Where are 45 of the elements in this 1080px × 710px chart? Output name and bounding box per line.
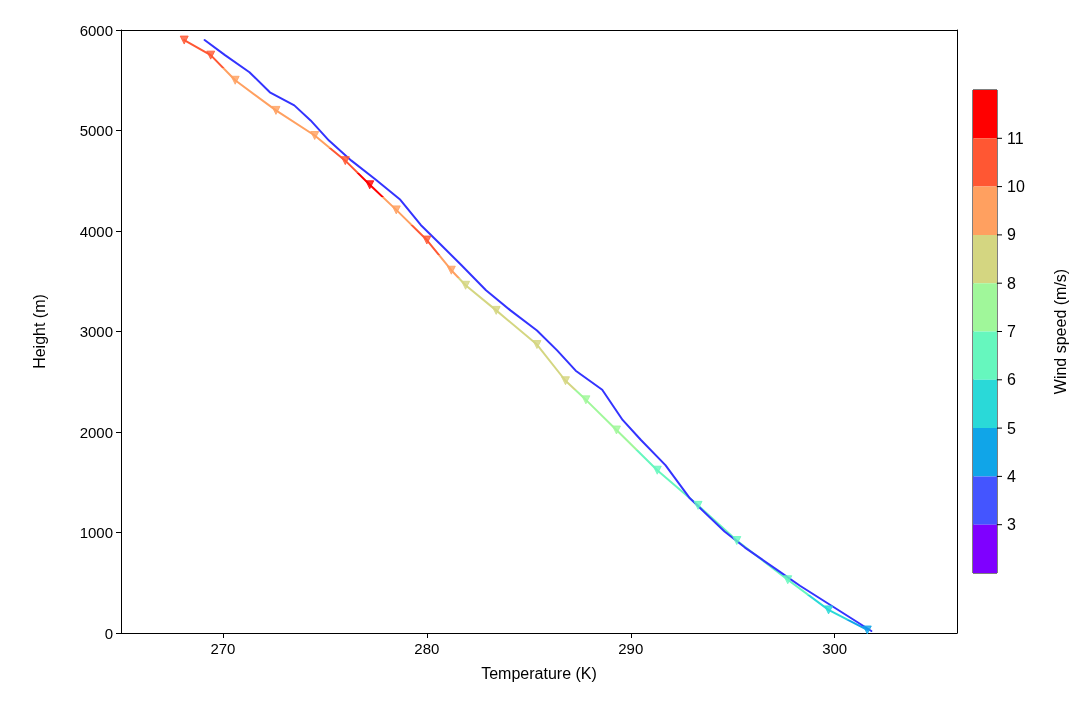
- color-bar-label: 7: [1007, 323, 1016, 340]
- point: [179, 35, 189, 45]
- color-bar-label: 6: [1007, 371, 1016, 389]
- color-bar-label: 5: [1007, 419, 1016, 437]
- x-tick-label: 280: [414, 640, 440, 657]
- color-bar-label: 4: [1007, 467, 1016, 485]
- y-tick-label: 4000: [79, 222, 113, 240]
- y-tick-label: 2000: [79, 423, 113, 441]
- y-tick-label: 0: [104, 624, 113, 642]
- color-bar-label: 8: [1007, 274, 1016, 292]
- point: [365, 180, 375, 190]
- point: [532, 340, 542, 350]
- y-tick-label: 3000: [79, 323, 113, 340]
- point: [340, 156, 350, 166]
- point: [561, 376, 571, 386]
- y-tick-label: 5000: [79, 122, 113, 139]
- x-tick-label: 300: [822, 640, 848, 657]
- x-axis-title: Temperature (K): [481, 664, 597, 682]
- y-tick-label: 6000: [79, 21, 113, 39]
- point: [491, 305, 501, 315]
- point: [422, 235, 432, 245]
- point: [206, 50, 216, 60]
- point: [862, 625, 872, 635]
- color-bar-label: 9: [1007, 226, 1016, 244]
- point: [391, 205, 401, 215]
- x-tick-label: 290: [618, 640, 644, 657]
- color-bar-label: 3: [1007, 516, 1016, 534]
- color-bar-title: Wind speed (m/s): [1051, 268, 1069, 395]
- point: [824, 605, 834, 615]
- point: [732, 536, 742, 546]
- color-bar-label: 10: [1007, 178, 1025, 196]
- point: [783, 575, 793, 585]
- y-axis-title: Height (m): [30, 294, 48, 369]
- point: [611, 425, 621, 435]
- color-bar-label: 11: [1007, 129, 1024, 147]
- point: [271, 105, 281, 115]
- x-tick-label: 270: [210, 640, 236, 657]
- point: [310, 131, 320, 141]
- point: [652, 465, 662, 475]
- point: [461, 280, 471, 290]
- point: [581, 395, 591, 405]
- point: [230, 75, 240, 85]
- point: [446, 265, 456, 275]
- y-tick-label: 1000: [79, 524, 113, 541]
- point: [693, 500, 703, 510]
